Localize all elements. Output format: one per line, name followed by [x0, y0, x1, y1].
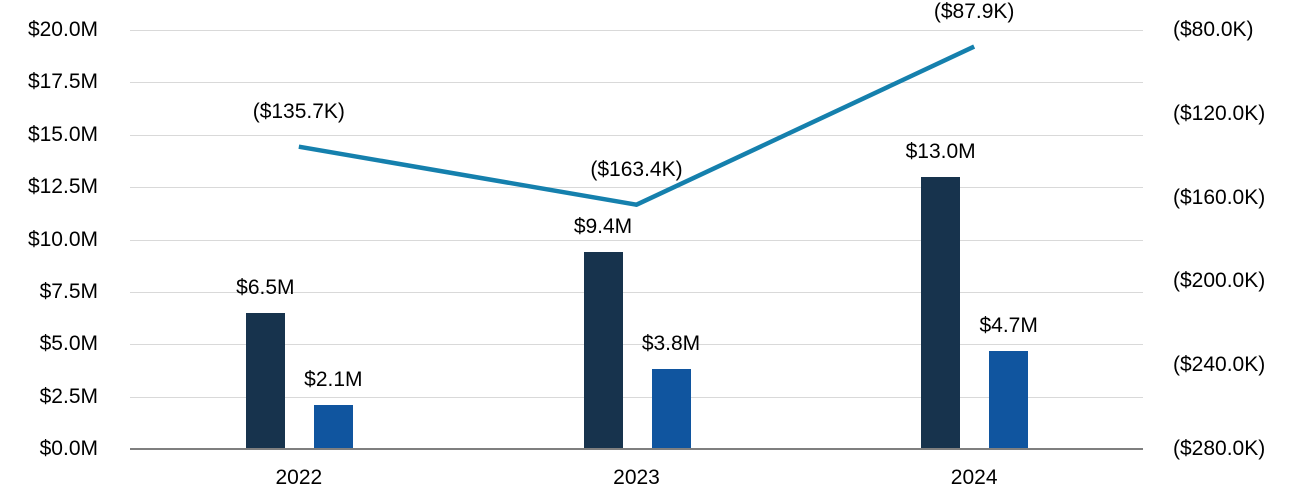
gridline [130, 82, 1143, 84]
left-axis-tick: $5.0M [39, 332, 98, 356]
line-point-label: ($87.9K) [933, 0, 1015, 23]
gridline [130, 30, 1143, 31]
bar-value-label: $13.0M [905, 139, 976, 163]
line-point-label: ($135.7K) [252, 99, 345, 123]
gridline [130, 187, 1143, 189]
x-axis-label: 2024 [950, 466, 998, 489]
x-axis-baseline [130, 448, 1143, 450]
gridline [130, 239, 1143, 241]
line-series-path [298, 44, 976, 207]
left-axis-tick: $15.0M [27, 122, 98, 146]
left-axis-tick: $0.0M [39, 437, 98, 460]
right-axis-tick: ($80.0K) [1173, 18, 1254, 41]
right-axis-tick: ($200.0K) [1173, 269, 1266, 293]
right-axis-tick: ($280.0K) [1173, 437, 1266, 460]
bar [583, 252, 623, 449]
bar [245, 312, 285, 449]
bar [921, 176, 961, 449]
left-axis-tick: $17.5M [27, 70, 98, 94]
left-axis-tick: $2.5M [39, 384, 98, 408]
left-axis-tick: $7.5M [39, 279, 98, 303]
gridline [130, 344, 1143, 346]
bar-value-label: $6.5M [236, 275, 295, 299]
bar-value-label: $9.4M [573, 215, 633, 239]
gridline [130, 396, 1143, 398]
x-axis-label: 2023 [613, 466, 660, 489]
bar [651, 369, 691, 449]
bar [313, 405, 353, 449]
left-axis-tick: $12.5M [27, 175, 98, 199]
left-axis-tick: $10.0M [27, 227, 98, 251]
bar-value-label: $3.8M [641, 332, 701, 356]
gridline [130, 134, 1143, 136]
x-axis-label: 2022 [275, 466, 323, 489]
bar [989, 350, 1029, 449]
line-point-label: ($163.4K) [590, 157, 683, 181]
right-axis-tick: ($120.0K) [1173, 101, 1266, 125]
bar-value-label: $4.7M [979, 313, 1038, 337]
gridline [130, 291, 1143, 293]
left-axis-tick: $20.0M [27, 18, 98, 41]
right-axis-tick: ($240.0K) [1173, 353, 1266, 377]
bar-value-label: $2.1M [304, 368, 363, 391]
right-axis-tick: ($160.0K) [1173, 185, 1266, 209]
